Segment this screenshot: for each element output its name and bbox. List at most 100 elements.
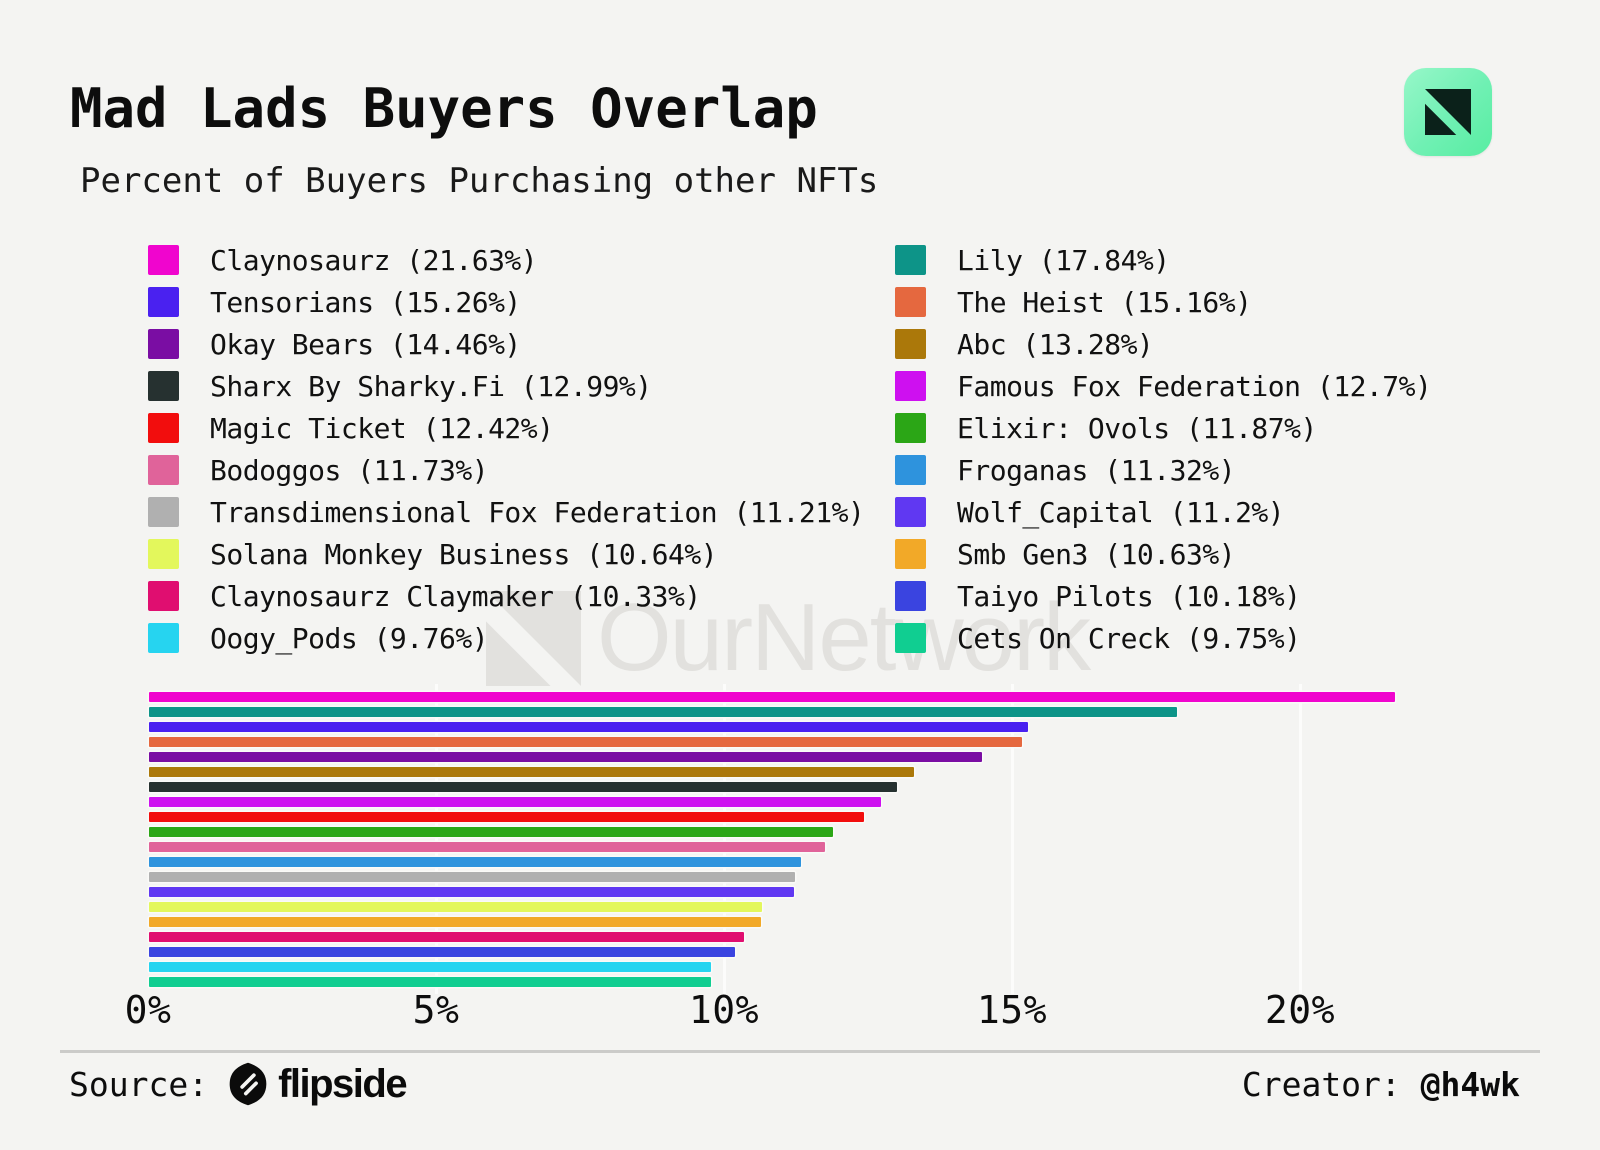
legend-swatch (148, 581, 179, 611)
legend-item: Smb Gen3 (10.63%) (895, 537, 1431, 571)
source-label: Source: (69, 1064, 209, 1104)
legend-swatch (148, 287, 179, 317)
legend-label: Claynosaurz (21.63%) (210, 243, 538, 277)
bar-claynosaurz (149, 692, 1395, 702)
legend-swatch (895, 581, 926, 611)
legend-item: Okay Bears (14.46%) (148, 327, 864, 361)
legend-swatch (895, 413, 926, 443)
ournetwork-n-icon (1425, 89, 1471, 135)
bar-abc (149, 767, 914, 777)
legend-label: Transdimensional Fox Federation (11.21%) (210, 495, 865, 529)
legend-label: Claynosaurz Claymaker (10.33%) (210, 579, 701, 613)
legend-label: Famous Fox Federation (12.7%) (957, 369, 1432, 403)
legend-item: Sharx By Sharky.Fi (12.99%) (148, 369, 864, 403)
legend-item: Claynosaurz Claymaker (10.33%) (148, 579, 864, 613)
legend-swatch (895, 287, 926, 317)
bar-cets-on-creck (149, 977, 711, 987)
legend-swatch (148, 245, 179, 275)
flipside-logo: flipside (226, 1061, 408, 1107)
legend-label: The Heist (15.16%) (957, 285, 1252, 319)
legend-swatch (148, 371, 179, 401)
legend-item: Froganas (11.32%) (895, 453, 1431, 487)
bar-froganas (149, 857, 802, 867)
watermark-text: OurNetwork (597, 584, 1091, 691)
legend-label: Froganas (11.32%) (957, 453, 1236, 487)
legend-column-left: Claynosaurz (21.63%) Tensorians (15.26%) O… (148, 243, 865, 665)
legend-label: Lily (17.84%) (957, 243, 1170, 277)
bar-the-heist (149, 737, 1023, 747)
legend-item: Abc (13.28%) (895, 327, 1431, 361)
flipside-mark-icon (229, 1062, 267, 1106)
gridline (1298, 684, 1302, 994)
bar-smb-gen3 (149, 917, 762, 927)
legend-label: Smb Gen3 (10.63%) (957, 537, 1236, 571)
legend-swatch (148, 539, 179, 569)
legend-swatch (895, 497, 926, 527)
legend-label: Sharx By Sharky.Fi (12.99%) (210, 369, 652, 403)
footer-divider (60, 1050, 1540, 1053)
bar-bodoggos (149, 842, 825, 852)
legend-item: Lily (17.84%) (895, 243, 1431, 277)
x-tick-label: 20% (1264, 988, 1336, 1032)
watermark: OurNetwork (486, 584, 1091, 692)
page-title: Mad Lads Buyers Overlap (70, 77, 818, 140)
gridline (434, 684, 438, 994)
flipside-wordmark: flipside (278, 1061, 408, 1106)
bar-oogy-pods (149, 962, 712, 972)
legend-swatch (895, 371, 926, 401)
bar-sharx-by-sharky-fi (149, 782, 898, 792)
legend-label: Abc (13.28%) (957, 327, 1154, 361)
bar-chart (149, 692, 1395, 992)
x-tick-label: 5% (412, 988, 460, 1032)
bar-solana-monkey-business (149, 902, 762, 912)
legend-item: Wolf_Capital (11.2%) (895, 496, 1431, 529)
bar-tensorians (149, 722, 1028, 732)
bar-elixir-ovols (149, 827, 833, 837)
legend-swatch (895, 455, 926, 485)
legend-label: Tensorians (15.26%) (210, 285, 521, 319)
legend-swatch (148, 623, 179, 653)
x-tick-label: 15% (976, 988, 1048, 1032)
legend-swatch (895, 623, 926, 653)
bar-wolf-capital (149, 887, 795, 897)
legend-item: Claynosaurz (21.63%) (148, 243, 864, 277)
ournetwork-logo (1404, 68, 1492, 156)
legend-item: Tensorians (15.26%) (148, 285, 864, 319)
legend-swatch (148, 329, 179, 359)
legend-item: Transdimensional Fox Federation (11.21%) (148, 495, 865, 529)
bar-famous-fox-federation (149, 797, 881, 807)
legend-item: Elixir: Ovols (11.87%) (895, 411, 1431, 445)
legend-item: Solana Monkey Business (10.64%) (148, 538, 864, 571)
legend-label: Elixir: Ovols (11.87%) (957, 411, 1317, 445)
legend-swatch (148, 413, 179, 443)
footer-source: Source: flipside (69, 1060, 408, 1108)
legend-swatch (148, 455, 179, 485)
legend-swatch (148, 497, 179, 527)
bar-claynosaurz-claymaker (149, 932, 744, 942)
gridline (722, 684, 726, 994)
legend-label: Cets On Creck (9.75%) (957, 621, 1301, 655)
legend-swatch (895, 329, 926, 359)
creator-handle: @h4wk (1420, 1064, 1520, 1104)
watermark-n-icon (486, 590, 581, 686)
creator-label: Creator: (1241, 1064, 1421, 1104)
legend-label: Magic Ticket (12.42%) (210, 411, 554, 445)
legend-label: Bodoggos (11.73%) (210, 453, 489, 487)
page-subtitle: Percent of Buyers Purchasing other NFTs (80, 161, 879, 201)
bar-okay-bears (149, 752, 982, 762)
x-tick-label: 0% (124, 988, 172, 1032)
bar-transdimensional-fox-federation (149, 872, 795, 882)
legend-label: Oogy_Pods (9.76%) (210, 621, 489, 655)
legend-swatch (895, 245, 926, 275)
legend-item: The Heist (15.16%) (895, 285, 1431, 319)
bar-lily (149, 707, 1177, 717)
legend-item: Magic Ticket (12.42%) (148, 411, 864, 445)
x-tick-label: 10% (688, 988, 760, 1032)
legend-label: Taiyo Pilots (10.18%) (957, 579, 1301, 613)
footer-creator: Creator: @h4wk (1242, 1060, 1520, 1108)
legend-item: Oogy_Pods (9.76%) (148, 621, 864, 655)
legend-label: Okay Bears (14.46%) (210, 327, 521, 361)
legend-item: Taiyo Pilots (10.18%) (895, 579, 1431, 613)
bar-magic-ticket (149, 812, 865, 822)
gridline (1010, 684, 1014, 994)
